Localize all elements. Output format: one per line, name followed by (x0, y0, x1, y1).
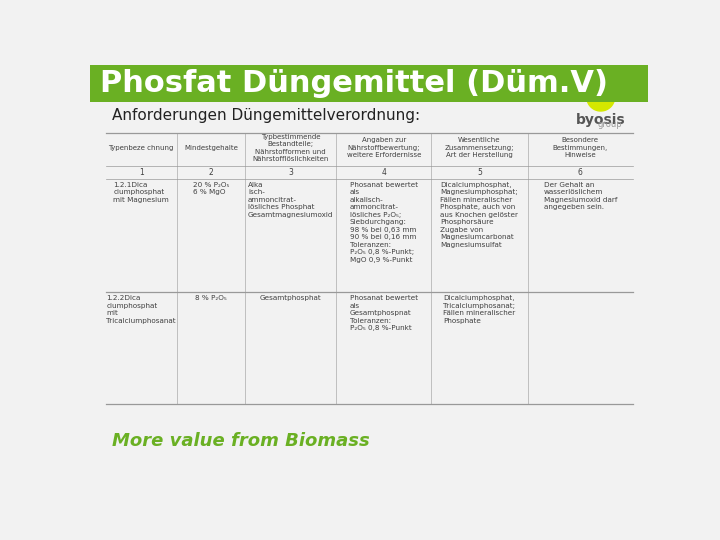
Polygon shape (597, 93, 605, 101)
Text: Anforderungen Düngemittelverordnung:: Anforderungen Düngemittelverordnung: (112, 108, 420, 123)
Text: 8 % P₂O₅: 8 % P₂O₅ (195, 295, 227, 301)
Text: 1.2.2Dica
ciumphosphat
mit
Tricalciumphosanat: 1.2.2Dica ciumphosphat mit Tricalciumpho… (107, 295, 176, 323)
Text: Der Gehalt an
wasserlöslichem
Magnesiumoxid darf
angegeben sein.: Der Gehalt an wasserlöslichem Magnesiumo… (544, 182, 617, 211)
Text: 5: 5 (477, 168, 482, 177)
Text: Typenbeze chnung: Typenbeze chnung (109, 145, 174, 151)
Text: 6: 6 (577, 168, 582, 177)
Text: 1.2.1Dica
ciumphosphat
mit Magnesium: 1.2.1Dica ciumphosphat mit Magnesium (113, 182, 169, 203)
Text: More value from Biomass: More value from Biomass (112, 431, 369, 450)
Text: 3: 3 (288, 168, 293, 177)
Text: Typbestimmende
Bestandteile;
Nährstofformen und
Nährstofflöslichkeiten: Typbestimmende Bestandteile; Nährstoffor… (253, 134, 329, 162)
Text: 1: 1 (139, 168, 143, 177)
Polygon shape (590, 87, 611, 107)
Text: 2: 2 (209, 168, 213, 177)
Text: Alka
isch-
ammoncitrat-
lösliches Phosphat
Gesamtmagnesiumoxid: Alka isch- ammoncitrat- lösliches Phosph… (248, 182, 333, 218)
Polygon shape (594, 90, 608, 104)
Text: Angaben zur
Nährstoffbewertung;
weitere Erfordernisse: Angaben zur Nährstoffbewertung; weitere … (346, 138, 421, 158)
Text: Mindestgehalte: Mindestgehalte (184, 145, 238, 151)
Text: Phosanat bewertet
als
Gesamtphospnat
Toleranzen:
P₂O₅ 0,8 %-Punkt: Phosanat bewertet als Gesamtphospnat Tol… (350, 295, 418, 331)
Text: Phosfat Düngemittel (Düm.V): Phosfat Düngemittel (Düm.V) (99, 69, 608, 98)
Text: Dicalciumphosphat,
Magnesiumphosphat;
Fällen mineralischer
Phosphate, auch von
a: Dicalciumphosphat, Magnesiumphosphat; Fä… (441, 182, 518, 248)
Text: byosis: byosis (576, 112, 626, 126)
Polygon shape (599, 95, 603, 99)
Text: 20 % P₂O₅
6 % MgO: 20 % P₂O₅ 6 % MgO (193, 182, 229, 195)
Text: Gesamtphosphat: Gesamtphosphat (260, 295, 322, 301)
Bar (90, 65, 648, 102)
Polygon shape (587, 83, 615, 111)
Text: group: group (598, 120, 622, 129)
Text: Phosanat bewertet
als
alkalisch-
ammoncitrat-
lösliches P₂O₅;
Siebdurchgang:
98 : Phosanat bewertet als alkalisch- ammonci… (350, 182, 418, 263)
Text: Dicalciumphosphat,
Tricalciumphosanat;
Fällen mineralischer
Phosphate: Dicalciumphosphat, Tricalciumphosanat; F… (444, 295, 516, 323)
Text: Besondere
Bestimmungen,
Hinweise: Besondere Bestimmungen, Hinweise (552, 138, 608, 158)
Text: Wesentliche
Zusammensetzung;
Art der Herstellung: Wesentliche Zusammensetzung; Art der Her… (445, 138, 514, 158)
Text: 4: 4 (382, 168, 386, 177)
